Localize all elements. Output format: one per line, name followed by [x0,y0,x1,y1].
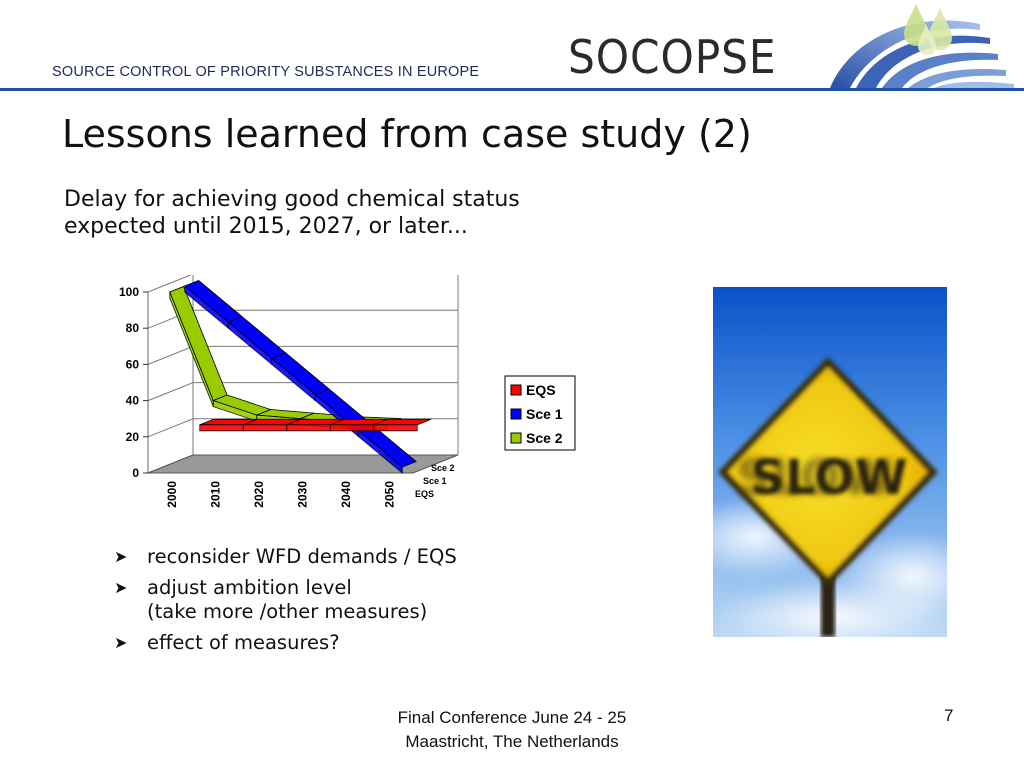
depth-tick-label: EQS [415,489,434,499]
legend-label: Sce 1 [526,406,563,422]
slow-sign-photo: SLOW SLOW [713,287,947,637]
sign-text-blur: SLOW [736,450,893,506]
bullet-text: effect of measures? [147,631,340,654]
bullet-list: ➤ reconsider WFD demands / EQS ➤ adjust … [114,545,457,662]
bullet-subtext: (take more /other measures) [147,600,428,623]
x-axis-ticks: 2000 2010 2020 2030 2040 2050 [165,481,397,508]
y-tick-label: 100 [119,285,139,299]
arrowhead-icon: ➤ [114,578,128,597]
ribbon-edge [358,429,403,474]
x-tick-label: 2000 [165,481,179,508]
x-tick-label: 2020 [252,481,266,508]
bullet-text: adjust ambition level [147,576,352,599]
header-rule [0,88,1024,91]
legend-label: EQS [526,382,556,398]
series-eqs [199,418,432,432]
footer: Final Conference June 24 - 25 Maastricht… [362,706,662,754]
grid-line [147,275,192,293]
x-tick-label: 2050 [382,481,396,508]
footer-conference: Final Conference June 24 - 25 [397,708,627,727]
chart-series [169,279,432,474]
ribbon-edge [286,424,331,432]
x-tick-label: 2040 [339,481,353,508]
slide-title: Lessons learned from case study (2) [62,112,752,156]
ribbon-edge [199,424,244,432]
water-drops-logo-icon [830,4,1014,88]
chart-legend: EQS Sce 1 Sce 2 [504,375,576,451]
depth-axis-ticks: Sce 2 Sce 1 EQS [415,463,455,499]
page-number: 7 [944,706,954,725]
x-tick-label: 2030 [295,481,309,508]
legend-swatch [510,408,522,420]
ribbon-edge [242,424,288,432]
bullet-item: ➤ reconsider WFD demands / EQS [114,545,457,569]
legend-swatch [510,384,522,396]
x-tick-label: 2010 [208,481,222,508]
y-tick-label: 0 [132,466,139,480]
y-tick-label: 60 [126,357,140,371]
series-sce-1 [183,279,417,474]
sign-text: SLOW [750,450,907,506]
depth-tick-label: Sce 2 [431,463,455,473]
legend-label: Sce 2 [526,430,563,446]
ribbon-edge [329,424,375,432]
depth-tick-label: Sce 1 [423,476,447,486]
y-axis-ticks: 0 20 40 60 80 100 [119,285,148,480]
y-tick-label: 20 [126,430,140,444]
bullet-text: reconsider WFD demands / EQS [147,545,457,568]
footer-location: Maastricht, The Netherlands [405,732,619,751]
y-tick-label: 80 [126,321,140,335]
arrowhead-icon: ➤ [114,547,128,566]
bullet-item: ➤ adjust ambition level (take more /othe… [114,576,457,624]
organization-name: SOURCE CONTROL OF PRIORITY SUBSTANCES IN… [52,64,480,80]
chart-floor [147,454,459,474]
ribbon-edge [373,424,418,432]
chart-floor-plane [147,454,459,474]
brand-name: SOCOPSE [568,30,777,84]
bullet-item: ➤ effect of measures? [114,631,457,655]
legend-swatch [510,432,522,444]
intro-text: Delay for achieving good chemical status… [64,187,520,239]
y-tick-label: 40 [126,394,140,408]
arrowhead-icon: ➤ [114,633,128,652]
